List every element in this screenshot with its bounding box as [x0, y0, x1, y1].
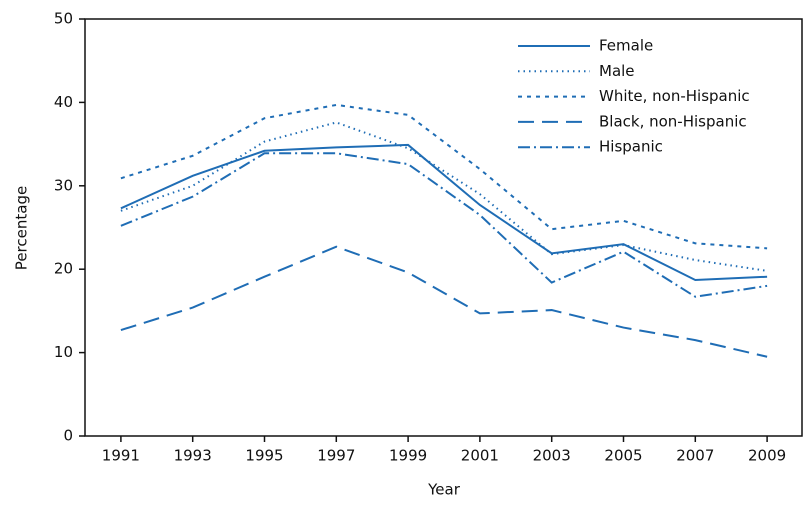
y-tick-label: 30: [54, 176, 73, 194]
y-tick-label: 40: [54, 93, 73, 111]
x-axis-label: Year: [427, 481, 461, 499]
plot-frame: [84, 18, 803, 437]
x-tick-label: 2001: [461, 447, 499, 465]
series-line: [120, 121, 768, 272]
y-tick-label: 20: [54, 260, 73, 278]
x-tick-label: 1995: [245, 447, 283, 465]
x-tick-label: 1997: [317, 447, 355, 465]
x-tick-label: 2003: [533, 447, 571, 465]
x-tick-label: 2009: [748, 447, 786, 465]
y-tick-label: 0: [63, 427, 73, 445]
y-axis-label: Percentage: [13, 186, 31, 270]
x-tick-label: 1993: [174, 447, 212, 465]
series-line: [120, 143, 768, 282]
legend-label: Black, non-Hispanic: [599, 112, 747, 130]
x-tick-label: 2007: [676, 447, 714, 465]
legend-label: Female: [599, 37, 653, 55]
y-tick-label: 10: [54, 343, 73, 361]
y-tick-label: 50: [54, 10, 73, 28]
series-line: [120, 103, 768, 250]
x-tick-label: 1999: [389, 447, 427, 465]
legend-label: Male: [599, 62, 635, 80]
x-tick-label: 1991: [102, 447, 140, 465]
legend-label: White, non-Hispanic: [599, 87, 750, 105]
series-line: [120, 245, 768, 358]
legend-label: Hispanic: [599, 138, 663, 156]
series-line: [120, 152, 768, 298]
x-tick-label: 2005: [604, 447, 642, 465]
